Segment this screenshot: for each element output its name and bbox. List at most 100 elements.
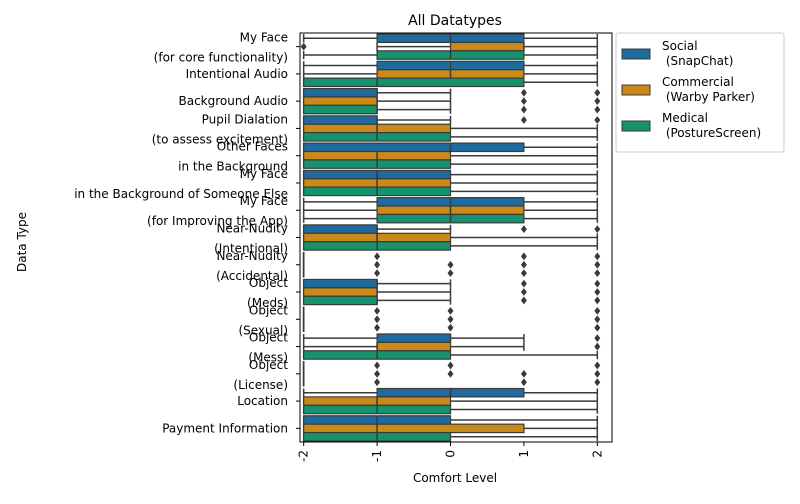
box-iqr xyxy=(303,278,378,289)
outlier-point xyxy=(594,269,601,278)
outlier-point xyxy=(594,97,601,106)
box-1-1 xyxy=(302,69,599,79)
y-tick-label: Object (Sexual) xyxy=(238,303,288,337)
outlier-point xyxy=(374,323,381,332)
box-iqr xyxy=(303,423,525,434)
x-tick-label: -1 xyxy=(370,450,384,462)
box-iqr xyxy=(303,96,378,106)
box-0-9 xyxy=(302,278,601,289)
x-tick-label: 0 xyxy=(443,450,457,458)
legend-entry-label: Commercial (Warby Parker) xyxy=(662,75,755,104)
outlier-point xyxy=(520,279,527,288)
outlier-point xyxy=(520,260,527,269)
box-0-14 xyxy=(302,415,599,425)
box-1-6 xyxy=(302,205,599,216)
box-iqr xyxy=(376,333,452,343)
y-tick-label: Near-Nudity (Accidental) xyxy=(216,249,288,283)
outlier-point xyxy=(447,323,454,332)
box-0-10 xyxy=(302,306,601,316)
box-2-12 xyxy=(302,378,601,387)
outlier-point xyxy=(520,88,527,97)
outlier-point xyxy=(594,252,601,261)
box-0-4 xyxy=(302,142,599,153)
y-axis-label: Data Type xyxy=(15,212,29,272)
chart-title: All Datatypes xyxy=(408,13,502,29)
y-tick-label: Object (Meds) xyxy=(247,276,288,310)
legend: Social (SnapChat) Commercial (Warby Parke… xyxy=(615,32,785,153)
box-0-8 xyxy=(302,252,601,261)
y-tick-label: Intentional Audio xyxy=(186,67,288,81)
axes: -2 -1 0 1 2 My Face (for core functionality) In… xyxy=(74,31,613,462)
y-tick-label: Object (License) xyxy=(233,358,288,392)
legend-swatch xyxy=(621,84,651,96)
y-tick-label: My Face (for Improving the App) xyxy=(147,194,288,228)
box-0-1 xyxy=(302,60,599,71)
outlier-point xyxy=(594,342,601,351)
box-0-13 xyxy=(302,387,599,398)
outlier-point xyxy=(594,369,601,378)
outlier-point xyxy=(594,323,601,332)
outlier-point xyxy=(594,225,601,233)
outlier-point xyxy=(520,105,527,114)
outlier-point xyxy=(447,369,454,378)
outlier-point xyxy=(594,378,601,387)
outlier-point xyxy=(594,361,601,370)
y-tick-label: Near-Nudity (Intentional) xyxy=(214,222,288,256)
y-tick-label: Other Faces in the Background xyxy=(178,140,288,174)
outlier-point xyxy=(374,269,381,278)
box-1-11 xyxy=(302,341,601,352)
outlier-point xyxy=(520,252,527,261)
legend-swatch xyxy=(621,48,651,60)
outlier-point xyxy=(374,260,381,269)
outlier-point xyxy=(520,296,527,305)
box-2-4 xyxy=(302,159,599,169)
box-iqr xyxy=(303,77,525,88)
outlier-point xyxy=(520,288,527,296)
box-iqr xyxy=(303,224,378,234)
box-0-0 xyxy=(302,33,599,44)
legend-entry-label: Social (SnapChat) xyxy=(662,39,733,68)
outlier-point xyxy=(447,260,454,269)
outlier-point xyxy=(520,378,527,387)
box-1-14 xyxy=(302,423,599,434)
box-iqr xyxy=(449,41,525,52)
outlier-point xyxy=(374,252,381,261)
legend-entry-label: Medical (PostureScreen) xyxy=(662,111,761,140)
outlier-point xyxy=(447,307,454,315)
box-0-12 xyxy=(302,361,601,370)
box-2-14 xyxy=(302,431,599,442)
outlier-point xyxy=(447,361,454,370)
outlier-point xyxy=(594,307,601,315)
box-0-11 xyxy=(302,333,601,343)
box-iqr xyxy=(303,142,525,153)
outlier-point xyxy=(594,334,601,343)
box-0-7 xyxy=(302,224,601,234)
box-1-8 xyxy=(302,260,601,269)
outlier-point xyxy=(594,315,601,324)
outlier-point xyxy=(594,116,601,124)
outlier-point xyxy=(300,42,307,51)
outlier-point xyxy=(594,279,601,288)
box-2-0 xyxy=(302,50,599,60)
box-2-6 xyxy=(302,213,599,224)
box-1-7 xyxy=(302,232,599,243)
outlier-point xyxy=(594,288,601,296)
box-1-13 xyxy=(302,396,599,406)
box-2-5 xyxy=(302,186,599,197)
box-iqr xyxy=(303,87,378,98)
x-tick-label: 1 xyxy=(517,450,531,458)
box-iqr xyxy=(376,341,452,352)
outlier-point xyxy=(594,88,601,97)
x-tick-label: 2 xyxy=(590,450,604,458)
y-tick-label: Pupil Dialation (to assess excitement) xyxy=(152,112,288,146)
outlier-point xyxy=(447,269,454,278)
outlier-point xyxy=(520,269,527,278)
outlier-point xyxy=(520,116,527,124)
outlier-point xyxy=(374,369,381,378)
box-0-6 xyxy=(302,197,599,207)
y-tick-label: My Face in the Background of Someone Else xyxy=(74,167,288,201)
box-1-2 xyxy=(302,96,601,106)
box-2-8 xyxy=(302,268,601,278)
